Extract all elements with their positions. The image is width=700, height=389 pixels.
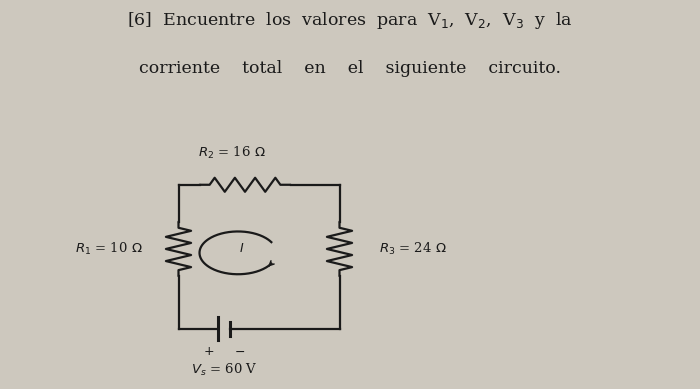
Text: $+$: $+$ xyxy=(203,345,214,358)
Text: $R_1$ = 10 $\Omega$: $R_1$ = 10 $\Omega$ xyxy=(75,241,142,257)
Text: $R_2$ = 16 $\Omega$: $R_2$ = 16 $\Omega$ xyxy=(197,145,265,161)
Text: corriente    total    en    el    siguiente    circuito.: corriente total en el siguiente circuito… xyxy=(139,60,561,77)
Text: $I$: $I$ xyxy=(239,242,244,256)
Text: $R_3$ = 24 $\Omega$: $R_3$ = 24 $\Omega$ xyxy=(379,241,447,257)
Text: [6]  Encuentre  los  valores  para  V$_1$,  V$_2$,  V$_3$  y  la: [6] Encuentre los valores para V$_1$, V$… xyxy=(127,10,573,31)
Text: $V_s$ = 60 V: $V_s$ = 60 V xyxy=(190,362,258,378)
Text: $-$: $-$ xyxy=(234,345,245,358)
